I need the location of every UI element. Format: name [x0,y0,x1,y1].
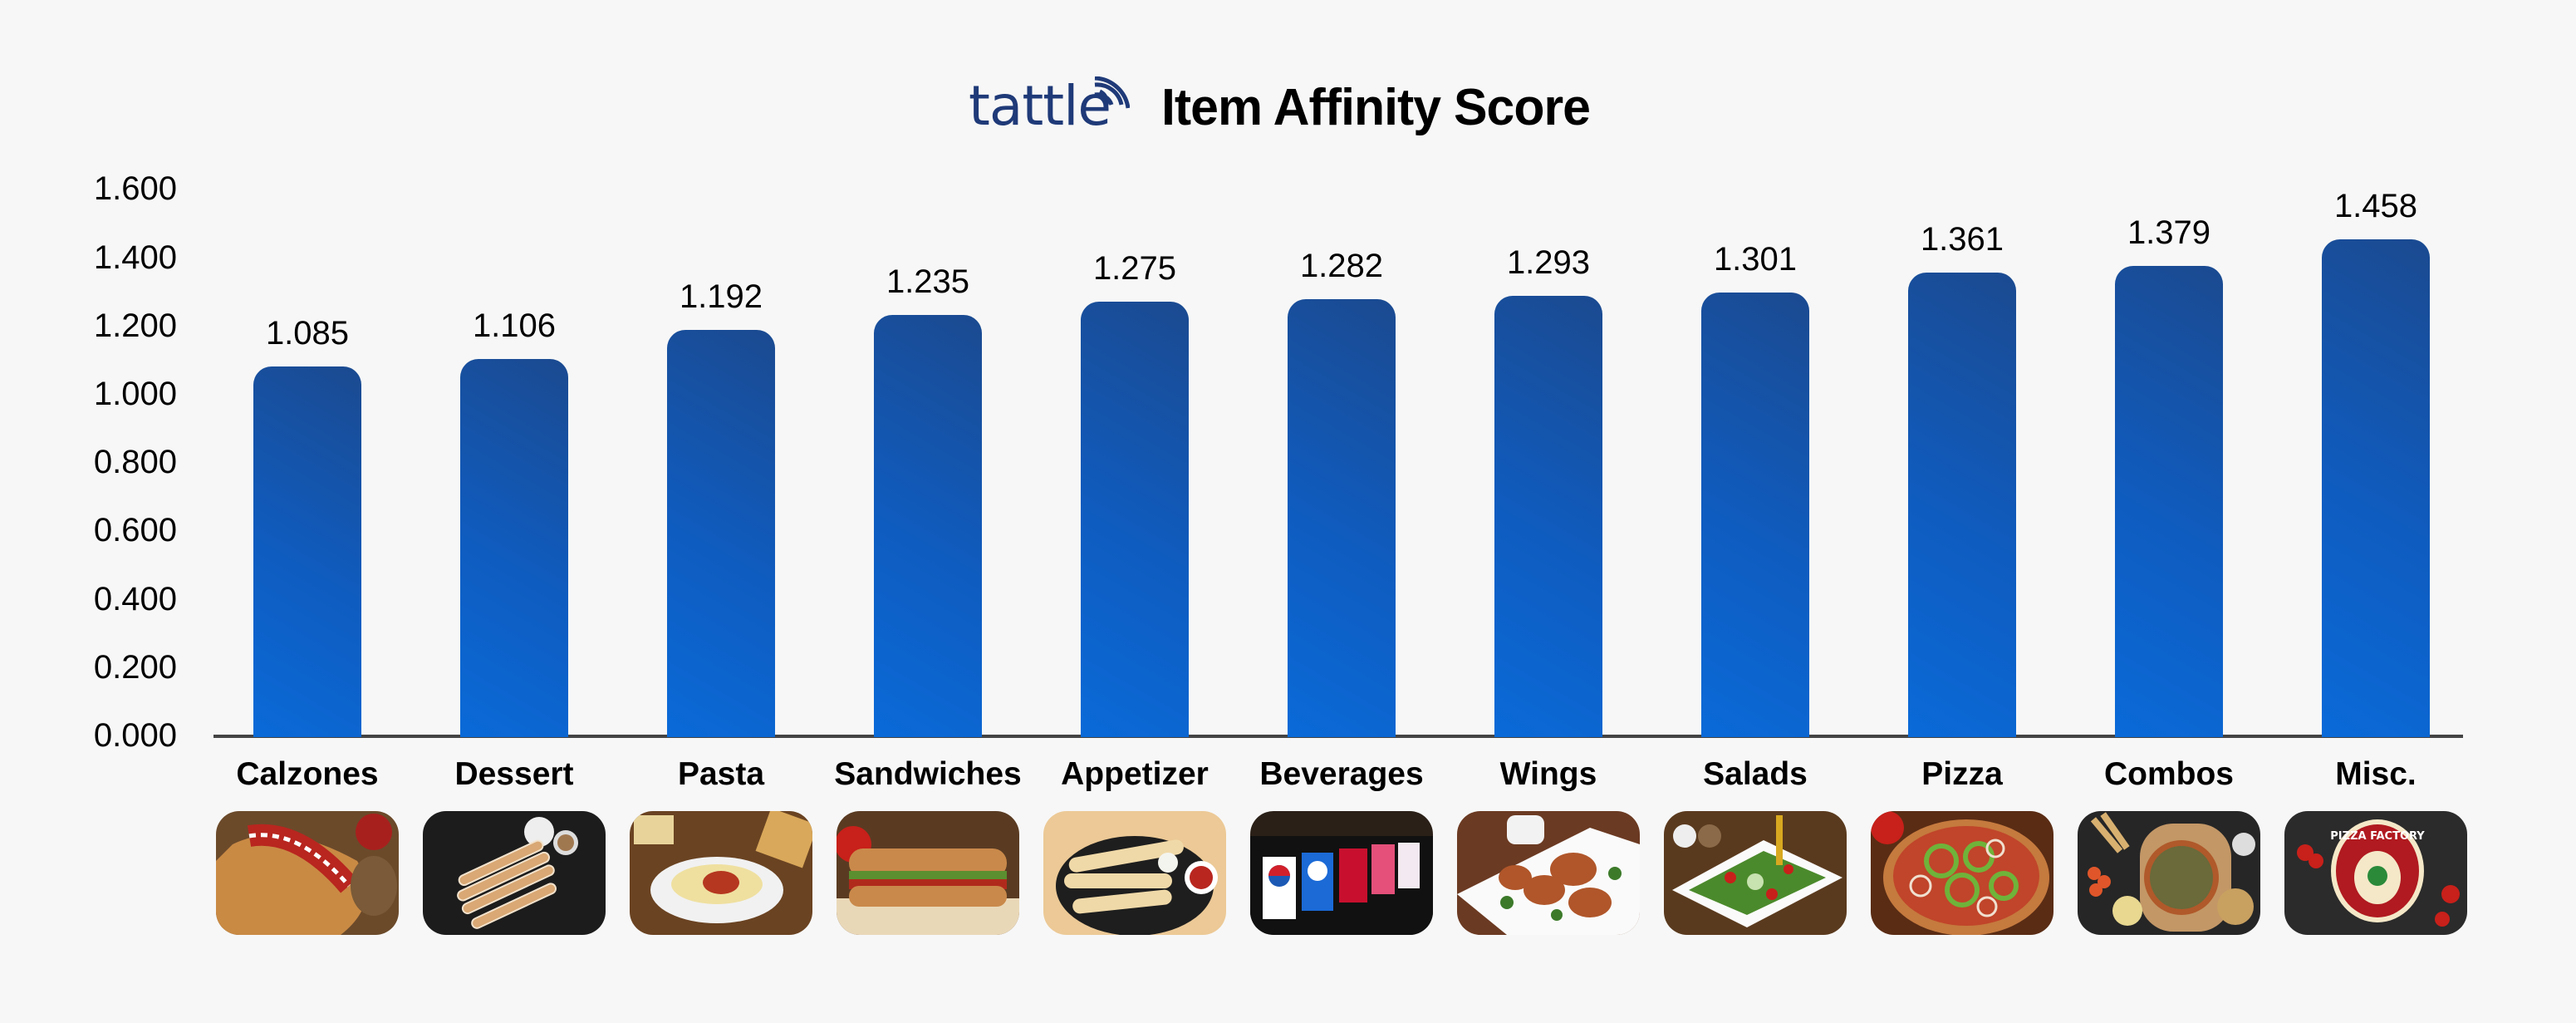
bar-value-label: 1.275 [1092,249,1177,287]
category-label: Beverages [1259,756,1424,792]
bar [2322,239,2430,737]
bar-value-label: 1.192 [679,278,763,316]
category-label: Combos [2104,756,2234,792]
breadsticks-photo [1043,811,1226,935]
bar-value-label: 1.282 [1299,248,1384,285]
bar-value-label: 1.235 [886,263,970,301]
bar [1288,299,1396,737]
y-tick-label: 1.400 [93,239,177,276]
category-label: Pizza [1921,756,2003,792]
y-tick-label: 0.000 [93,717,177,754]
bar-value-label: 1.458 [2333,187,2418,224]
bar [253,366,361,737]
signal-waves-icon [1094,76,1130,109]
bar [1908,272,2016,737]
tattle-logo: tattle [969,73,1130,140]
bar [460,359,568,737]
category-label: Dessert [454,756,574,792]
bar-value-label: 1.361 [1920,220,2004,258]
y-tick-label: 0.600 [93,512,177,549]
logo-text: tattle [969,74,1111,138]
y-tick-label: 1.000 [93,376,177,412]
dessert-sticks-photo [423,811,606,935]
category-label: Sandwiches [834,756,1022,792]
soda-fountain-photo [1250,811,1433,935]
bar [1081,301,1189,737]
pizza-photo [1871,811,2053,935]
pasta-bowl-photo [630,811,812,935]
bar [874,315,982,737]
bar [1701,293,1809,737]
svg-text:PIZZA FACTORY: PIZZA FACTORY [2330,830,2425,843]
bar [2115,266,2223,737]
category-label: Wings [1499,756,1597,792]
y-tick-label: 0.800 [93,444,177,481]
combo-spread-photo [2078,811,2260,935]
category-label: Salads [1703,756,1808,792]
y-tick-label: 0.400 [93,580,177,617]
y-tick-label: 1.200 [93,307,177,344]
sandwich-photo [837,811,1019,935]
category-label: Misc. [2335,756,2417,792]
bar [1494,295,1602,737]
wings-photo [1457,811,1640,935]
salad-photo [1664,811,1847,935]
bar-value-label: 1.301 [1713,241,1798,278]
chart-title: Item Affinity Score [1161,79,1591,136]
bar [667,330,775,737]
bar-value-label: 1.379 [2127,214,2211,252]
category-label: Calzones [236,756,379,792]
calzone-photo [216,811,399,935]
y-tick-label: 0.200 [93,648,177,686]
category-label: Pasta [677,756,765,792]
category-label: Appetizer [1061,756,1209,792]
bar-value-label: 1.106 [472,307,557,345]
pizza-factory-logo-photo: PIZZA FACTORY [2284,811,2467,935]
bar-value-label: 1.085 [265,315,350,352]
y-tick-label: 1.600 [93,170,177,208]
bar-value-label: 1.293 [1506,243,1591,281]
